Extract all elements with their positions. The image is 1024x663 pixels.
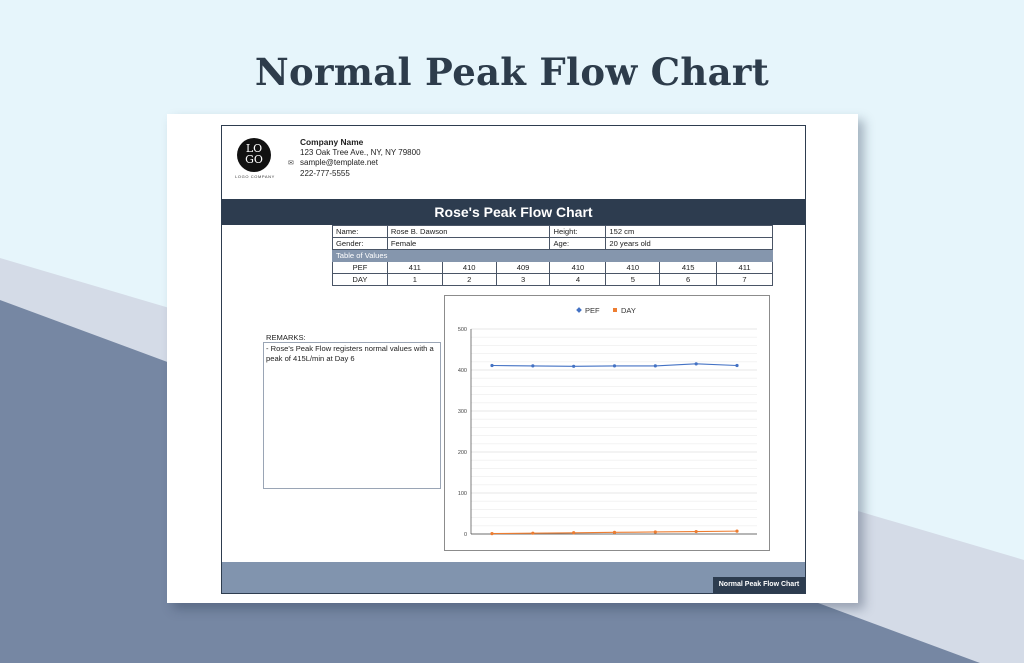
company-logo: LO GO — [237, 138, 271, 172]
pef-cell: 410 — [549, 261, 607, 274]
company-phone: 222-777-5555 — [300, 168, 350, 178]
company-email: sample@template.net — [300, 158, 378, 168]
footer-bar: Normal Peak Flow Chart — [222, 562, 805, 593]
data-point-pef — [653, 364, 657, 368]
table-row: DAY 1 2 3 4 5 6 7 — [332, 273, 773, 286]
pef-cell: 410 — [441, 261, 497, 274]
name-label: Name: — [332, 225, 388, 238]
table-row: Gender: Female Age: 20 years old — [332, 237, 773, 250]
data-point-day — [694, 529, 698, 534]
data-point-pef — [490, 363, 494, 368]
data-point-day — [531, 531, 535, 535]
height-label: Height: — [549, 225, 607, 238]
data-point-day — [735, 529, 739, 533]
day-row-label: DAY — [332, 273, 388, 286]
data-point-pef — [572, 364, 576, 368]
data-point-day — [612, 530, 617, 534]
logo-text-top: LO — [245, 142, 263, 155]
logo-text-bottom: GO — [245, 153, 263, 166]
envelope-icon: ✉ — [288, 160, 294, 167]
patient-values-table: Name: Rose B. Dawson Height: 152 cm Gend… — [332, 225, 773, 286]
peak-flow-chart: 0 100 200 300 400 500 PEF DAY — [444, 295, 770, 551]
pef-cell: 415 — [659, 261, 718, 274]
table-row: Name: Rose B. Dawson Height: 152 cm — [332, 225, 773, 238]
day-cell: 3 — [495, 273, 551, 286]
age-label: Age: — [549, 237, 607, 250]
gender-value: Female — [386, 237, 551, 250]
day-cell: 5 — [605, 273, 661, 286]
name-value: Rose B. Dawson — [386, 225, 551, 238]
company-name: Company Name — [300, 137, 364, 147]
table-row: PEF 411 410 409 410 410 415 411 — [332, 261, 773, 274]
legend-marker-pef — [576, 307, 582, 313]
legend-label-day: DAY — [621, 306, 636, 315]
data-point-day — [653, 530, 657, 534]
page-headline: Normal Peak Flow Chart — [254, 50, 770, 94]
legend-label-pef: PEF — [585, 306, 600, 315]
day-cell: 7 — [716, 273, 773, 286]
gender-label: Gender: — [332, 237, 388, 250]
data-point-pef — [612, 364, 617, 368]
day-cell: 6 — [659, 273, 718, 286]
chart-canvas: 0 100 200 300 400 500 PEF DAY — [458, 306, 757, 538]
age-value: 20 years old — [605, 237, 773, 250]
company-address: 123 Oak Tree Ave., NY, NY 79800 — [300, 147, 421, 157]
table-of-values-header: Table of Values — [332, 249, 773, 262]
data-point-day — [572, 531, 576, 535]
sheet-title: Rose's Peak Flow Chart — [222, 199, 805, 225]
pef-cell: 410 — [605, 261, 661, 274]
pef-cell: 411 — [716, 261, 773, 274]
table-row: Table of Values — [332, 249, 773, 262]
data-point-pef — [531, 364, 535, 368]
y-tick-label: 500 — [458, 327, 467, 333]
day-cell: 1 — [386, 273, 443, 286]
data-point-day — [490, 531, 494, 536]
pef-cell: 411 — [386, 261, 443, 274]
remarks-box: - Rose's Peak Flow registers normal valu… — [263, 342, 441, 489]
day-cell: 2 — [441, 273, 497, 286]
y-tick-label: 100 — [458, 491, 467, 497]
pef-row-label: PEF — [332, 261, 388, 274]
peak-flow-sheet: LO GO LOGO COMPANY Company Name 123 Oak … — [221, 125, 806, 594]
y-tick-label: 400 — [458, 368, 467, 374]
data-point-pef — [694, 362, 698, 366]
height-value: 152 cm — [605, 225, 773, 238]
legend-marker-day — [613, 308, 617, 312]
pef-cell: 409 — [495, 261, 551, 274]
remarks-label: REMARKS: — [266, 333, 306, 342]
y-tick-label: 300 — [458, 409, 467, 415]
y-tick-label: 200 — [458, 450, 467, 456]
data-point-pef — [735, 363, 739, 368]
day-cell: 4 — [549, 273, 607, 286]
footer-label: Normal Peak Flow Chart — [713, 577, 805, 593]
logo-caption: LOGO COMPANY — [235, 174, 275, 179]
y-tick-label: 0 — [464, 532, 467, 538]
company-info: Company Name 123 Oak Tree Ave., NY, NY 7… — [300, 137, 421, 179]
